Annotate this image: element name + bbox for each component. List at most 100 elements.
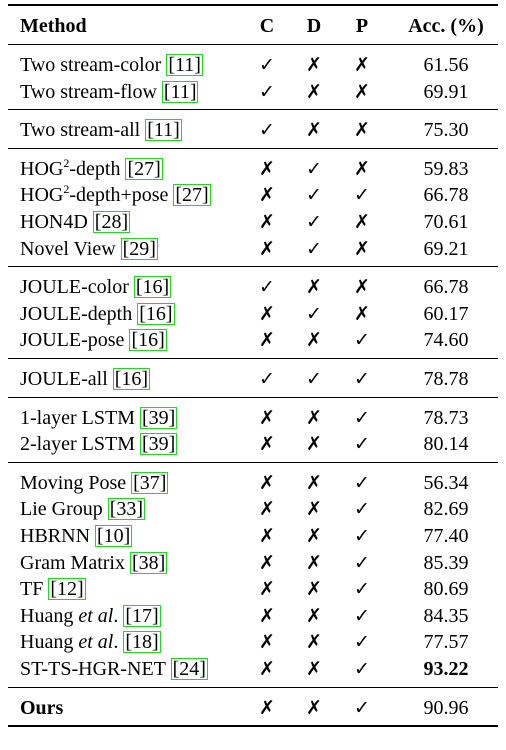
accuracy-value: 78.73 [423, 406, 469, 429]
table-row: JOULE-depth [16] ✗ ✓ ✗ 60.17 [8, 301, 498, 327]
accuracy-value: 82.69 [423, 498, 469, 521]
method-name-suffix: -depth [69, 157, 126, 180]
citation-link: [16] [129, 329, 167, 352]
citation-link: [39] [139, 406, 178, 429]
method-cell: Lie Group [33] [20, 496, 146, 522]
table-row: JOULE-color [16] ✓ ✗ ✗ 66.78 [8, 274, 498, 300]
header-acc: Acc. (%) [408, 15, 484, 37]
table-row: 1-layer LSTM [39] ✗ ✗ ✓ 78.73 [8, 405, 498, 431]
table-row: JOULE-all [16] ✓ ✓ ✓ 78.78 [8, 366, 498, 392]
method-cell: Huang et al. [17] [20, 603, 161, 629]
pose-mark: ✓ [354, 696, 370, 719]
pose-mark: ✓ [354, 525, 370, 547]
method-cell: HOG2-depth [27] [20, 156, 163, 182]
pose-mark: ✓ [354, 329, 370, 352]
accuracy-value: 75.30 [423, 119, 469, 142]
method-name: JOULE-color [20, 276, 134, 299]
pose-mark: ✓ [354, 433, 370, 456]
method-cell: 1-layer LSTM [39] [20, 405, 178, 431]
citation-link: [16] [137, 302, 175, 325]
table-row: HBRNN [10] ✗ ✗ ✓ 77.40 [8, 523, 498, 549]
citation-link: [28] [92, 211, 131, 233]
citation-link: [27] [173, 184, 211, 207]
depth-mark: ✓ [306, 184, 322, 207]
bottom-rule [8, 725, 498, 728]
method-cell: Two stream-flow [11] [20, 79, 199, 105]
accuracy-value: 69.21 [423, 237, 469, 260]
table-row: HOG2-depth+pose [27] ✗ ✓ ✓ 66.78 [8, 182, 498, 208]
color-mark: ✓ [259, 119, 275, 142]
group-divider [8, 686, 498, 688]
group-divider [8, 396, 498, 398]
color-mark: ✗ [259, 604, 275, 627]
table-row: Novel View [29] ✗ ✓ ✗ 69.21 [8, 236, 498, 262]
table-row: Lie Group [33] ✗ ✗ ✓ 82.69 [8, 496, 498, 522]
color-mark: ✗ [259, 329, 275, 352]
citation-link: [11] [166, 54, 203, 76]
header-rule [8, 44, 498, 45]
color-mark: ✗ [259, 211, 275, 233]
accuracy-value: 80.69 [423, 578, 469, 601]
accuracy-value: 69.91 [423, 80, 469, 103]
depth-mark: ✗ [306, 696, 322, 719]
method-name: HON4D [20, 211, 93, 233]
header-c: C [259, 15, 275, 37]
method-name: Moving Pose [20, 471, 132, 494]
color-mark: ✓ [259, 80, 275, 103]
pose-mark: ✗ [354, 157, 370, 180]
method-cell: JOULE-pose [16] [20, 327, 167, 353]
method-cell: ST-TS-HGR-NET [24] [20, 656, 208, 682]
citation-link: [37] [131, 471, 169, 494]
depth-mark: ✗ [306, 471, 322, 494]
group-divider [8, 461, 498, 463]
method-name: Two stream-color [20, 54, 167, 76]
method-cell: HON4D [28] [20, 209, 131, 235]
accuracy-value: 93.22 [423, 658, 469, 680]
table-row: Two stream-color [11] ✓ ✗ ✗ 61.56 [8, 52, 498, 78]
depth-mark: ✓ [306, 157, 322, 180]
method-name: JOULE-all [20, 368, 113, 390]
citation-link: [29] [120, 237, 158, 260]
depth-mark: ✗ [306, 329, 322, 352]
method-cell: Gram Matrix [38] [20, 550, 168, 576]
citation-link: [24] [170, 658, 208, 680]
table-row: Two stream-all [11] ✓ ✗ ✗ 75.30 [8, 117, 498, 143]
method-name-suffix: -depth+pose [69, 184, 174, 207]
table-row: Huang et al. [17] ✗ ✗ ✓ 84.35 [8, 603, 498, 629]
method-superscript: 2 [63, 182, 70, 197]
method-cell: TF [12] [20, 576, 86, 602]
depth-mark: ✓ [306, 237, 322, 260]
depth-mark: ✗ [306, 54, 322, 76]
method-cell: Huang et al. [18] [20, 629, 161, 655]
depth-mark: ✗ [306, 604, 322, 627]
method-cell: HOG2-depth+pose [27] [20, 182, 211, 208]
color-mark: ✗ [259, 433, 275, 456]
header-row: Method C D P Acc. (%) [8, 13, 498, 39]
method-name: Novel View [20, 237, 121, 260]
header-d: D [306, 15, 322, 37]
method-name: TF [20, 578, 49, 601]
method-name: Gram Matrix [20, 551, 130, 574]
method-name: 1-layer LSTM [20, 406, 140, 429]
color-mark: ✗ [259, 551, 275, 574]
method-name: HBRNN [20, 525, 96, 547]
color-mark: ✗ [259, 302, 275, 325]
method-name-suffix: . [113, 604, 124, 627]
method-cell: JOULE-depth [16] [20, 301, 175, 327]
table-row: Moving Pose [37] ✗ ✗ ✓ 56.34 [8, 470, 498, 496]
depth-mark: ✗ [306, 658, 322, 680]
pose-mark: ✓ [354, 498, 370, 521]
pose-mark: ✓ [354, 578, 370, 601]
citation-link: [33] [107, 498, 146, 521]
accuracy-value: 77.40 [423, 525, 469, 547]
accuracy-value: 60.17 [423, 302, 469, 325]
method-name: Huang [20, 631, 79, 654]
pose-mark: ✓ [354, 658, 370, 680]
color-mark: ✗ [259, 498, 275, 521]
color-mark: ✗ [259, 658, 275, 680]
citation-link: [11] [145, 119, 182, 142]
table-row: HON4D [28] ✗ ✓ ✗ 70.61 [8, 209, 498, 235]
method-name: Lie Group [20, 498, 108, 521]
table-row: Two stream-flow [11] ✓ ✗ ✗ 69.91 [8, 79, 498, 105]
pose-mark: ✗ [354, 80, 370, 103]
